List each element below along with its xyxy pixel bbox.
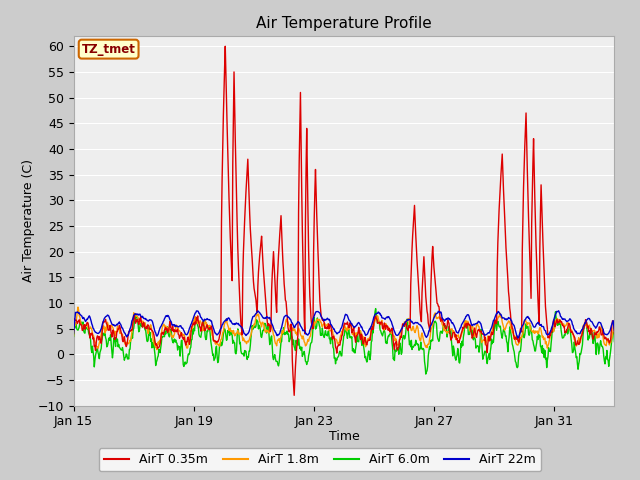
AirT 1.8m xyxy=(611,325,618,331)
AirT 6.0m xyxy=(197,335,205,340)
AirT 0.35m xyxy=(221,43,229,49)
Line: AirT 1.8m: AirT 1.8m xyxy=(74,307,614,350)
AirT 0.35m xyxy=(508,321,515,327)
AirT 6.0m xyxy=(611,339,618,345)
AirT 22m xyxy=(611,328,618,334)
AirT 1.8m xyxy=(296,331,304,337)
Line: AirT 6.0m: AirT 6.0m xyxy=(74,309,614,374)
Line: AirT 22m: AirT 22m xyxy=(74,311,614,338)
AirT 22m xyxy=(70,331,77,336)
AirT 22m xyxy=(89,325,97,331)
AirT 6.0m xyxy=(372,306,380,312)
Legend: AirT 0.35m, AirT 1.8m, AirT 6.0m, AirT 22m: AirT 0.35m, AirT 1.8m, AirT 6.0m, AirT 2… xyxy=(99,448,541,471)
AirT 1.8m xyxy=(90,333,97,339)
AirT 0.35m xyxy=(378,319,385,325)
AirT 1.8m xyxy=(74,304,82,310)
Line: AirT 0.35m: AirT 0.35m xyxy=(74,46,614,396)
AirT 1.8m xyxy=(198,324,206,329)
AirT 0.35m xyxy=(296,90,304,96)
AirT 6.0m xyxy=(422,371,429,377)
AirT 6.0m xyxy=(70,334,77,339)
AirT 1.8m xyxy=(70,333,77,338)
Title: Air Temperature Profile: Air Temperature Profile xyxy=(256,16,432,31)
AirT 0.35m xyxy=(611,331,618,336)
AirT 1.8m xyxy=(508,324,515,330)
AirT 22m xyxy=(295,320,303,325)
AirT 22m xyxy=(514,335,522,341)
X-axis label: Time: Time xyxy=(328,431,360,444)
AirT 22m xyxy=(555,308,563,313)
AirT 22m xyxy=(376,311,384,316)
AirT 6.0m xyxy=(266,339,274,345)
Y-axis label: Air Temperature (C): Air Temperature (C) xyxy=(22,159,35,282)
AirT 22m xyxy=(506,316,514,322)
AirT 0.35m xyxy=(267,324,275,330)
AirT 6.0m xyxy=(89,348,97,354)
Text: TZ_tmet: TZ_tmet xyxy=(82,43,136,56)
AirT 6.0m xyxy=(377,328,385,334)
AirT 0.35m xyxy=(89,336,97,342)
AirT 6.0m xyxy=(295,340,303,346)
AirT 22m xyxy=(266,317,274,323)
AirT 6.0m xyxy=(508,335,515,341)
AirT 0.35m xyxy=(197,328,205,334)
AirT 1.8m xyxy=(153,347,161,353)
AirT 1.8m xyxy=(268,323,275,328)
AirT 0.35m xyxy=(70,327,77,333)
AirT 0.35m xyxy=(291,393,298,398)
AirT 22m xyxy=(197,314,205,320)
AirT 1.8m xyxy=(378,319,385,324)
